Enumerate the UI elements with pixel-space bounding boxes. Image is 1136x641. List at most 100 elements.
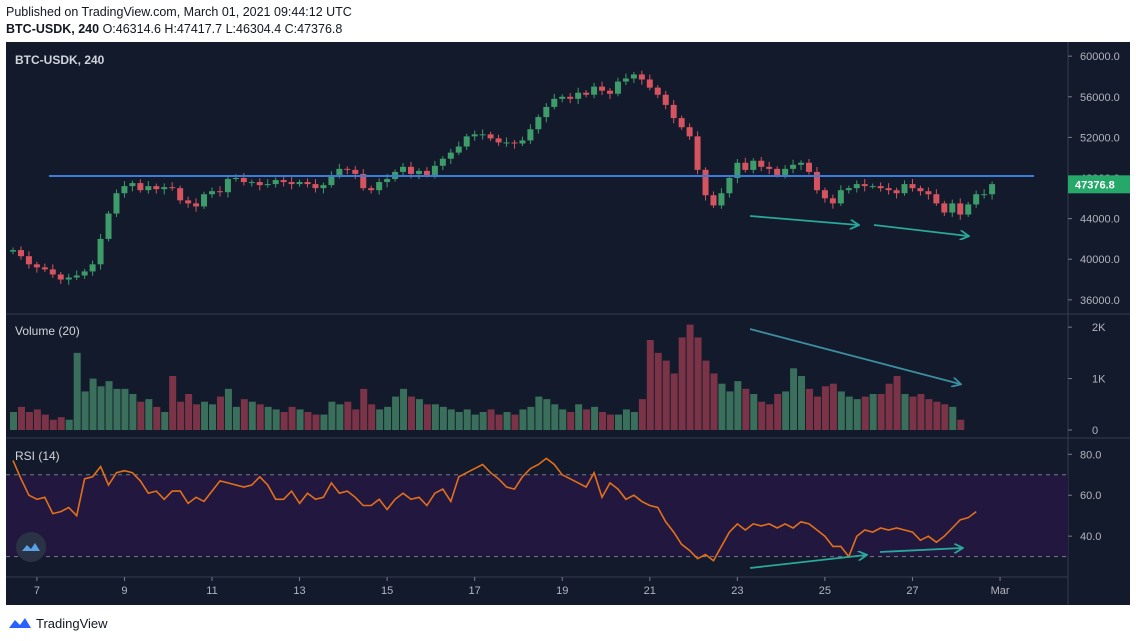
volume-bar [105, 381, 113, 430]
volume-bar [408, 396, 415, 430]
time-tick-label: 11 [206, 585, 217, 597]
candle-body [376, 182, 383, 191]
volume-bar [543, 399, 551, 430]
candle-body [829, 198, 836, 204]
candle-body [535, 117, 542, 130]
candle-body [209, 191, 215, 195]
candle-body [216, 191, 223, 193]
volume-bar [885, 383, 893, 430]
candle-body [622, 78, 629, 82]
volume-bar [344, 401, 352, 430]
candle-body [957, 203, 964, 215]
candle-body [105, 213, 112, 239]
published-caption: Published on TradingView.com, March 01, … [6, 5, 352, 19]
last-price-label: 47376.8 [1075, 179, 1115, 191]
last-price-tag: 47376.8 [1068, 175, 1130, 194]
rsi-trend-arrow[interactable] [879, 548, 962, 552]
candle-body [495, 138, 502, 143]
volume-bar [89, 378, 97, 430]
footer-brand[interactable]: TradingView [8, 612, 108, 634]
volume-bar [352, 409, 360, 430]
rsi-trend-arrow[interactable] [749, 555, 866, 569]
price-tick-label: 40000.0 [1080, 254, 1120, 266]
volume-bar [487, 409, 495, 430]
volume-bar [376, 409, 384, 430]
candle-body [638, 74, 645, 80]
volume-bar [758, 401, 766, 430]
candle-body [360, 173, 367, 189]
candle-body [25, 256, 32, 265]
price-trend-arrow[interactable] [873, 224, 968, 236]
candle-body [607, 90, 613, 94]
candle-body [161, 187, 168, 190]
volume-bar [638, 399, 646, 430]
volume-bar [694, 337, 702, 430]
volume-bar [742, 388, 750, 430]
volume-bar [702, 360, 710, 430]
volume-bar [57, 417, 65, 430]
volume-bar [813, 396, 821, 430]
candle-body [559, 96, 566, 99]
candle-body [280, 180, 287, 183]
volume-bar [535, 396, 543, 430]
candle-body [81, 271, 88, 276]
volume-bar [853, 399, 861, 430]
candle-body [853, 184, 860, 189]
volume-bar [829, 383, 837, 430]
candle-body [471, 134, 478, 137]
candle-body [89, 264, 96, 272]
volume-pane-title: Volume (20) [15, 324, 80, 338]
candle-body [973, 194, 980, 205]
volume-bar [734, 381, 742, 430]
price-trend-arrow[interactable] [749, 215, 858, 225]
volume-bar [678, 337, 686, 430]
volume-bar [312, 414, 320, 430]
candle-body [177, 188, 184, 201]
candle-body [41, 267, 48, 270]
candles [10, 70, 996, 285]
volume-bar [256, 404, 264, 430]
volume-bar [169, 376, 177, 430]
volume-bar [304, 412, 312, 430]
candle-body [702, 169, 709, 196]
volume-bar [145, 399, 153, 430]
volume-bar [845, 396, 853, 430]
candle-body [193, 203, 200, 207]
rsi-tick-label: 60.0 [1080, 490, 1101, 502]
volume-bar [161, 412, 169, 430]
candle-body [949, 203, 956, 213]
volume-bar [877, 394, 885, 430]
volume-bar [559, 409, 567, 430]
candle-body [901, 184, 908, 194]
candle-body [670, 104, 677, 119]
last-price-badge [1068, 175, 1130, 194]
volume-bar [837, 391, 845, 430]
volume-bar [710, 373, 718, 430]
volume-bar [463, 409, 471, 430]
candle-body [344, 168, 351, 170]
candle-body [272, 180, 279, 185]
candle-body [455, 146, 462, 153]
volume-trend-arrow[interactable] [749, 328, 960, 384]
volume-bar [511, 414, 519, 430]
volume-bar [185, 394, 193, 430]
volume-bar [81, 391, 89, 430]
symbol-ohlc-line: BTC-USDK, 240 O:46314.6 H:47417.7 L:4630… [6, 22, 342, 36]
volume-bar [296, 409, 304, 430]
chart-frame[interactable]: BTC-USDK, 240 Volume (20) RSI (14) 60000… [6, 42, 1130, 605]
time-tick-label: 23 [731, 585, 743, 597]
candle-body [591, 86, 598, 95]
candle-body [734, 162, 741, 178]
chart-canvas[interactable]: BTC-USDK, 240 Volume (20) RSI (14) 60000… [6, 42, 1130, 605]
volume-tick-label: 2K [1092, 322, 1106, 334]
time-tick-label: 15 [381, 585, 393, 597]
candle-body [909, 184, 916, 189]
candle-body [129, 183, 136, 187]
time-tick-label: 7 [34, 585, 40, 597]
volume-bar [384, 406, 392, 430]
candle-body [232, 178, 239, 180]
volume-bar [216, 396, 224, 430]
volume-bar [471, 414, 479, 430]
volume-bar [224, 388, 232, 430]
candle-body [798, 162, 805, 165]
